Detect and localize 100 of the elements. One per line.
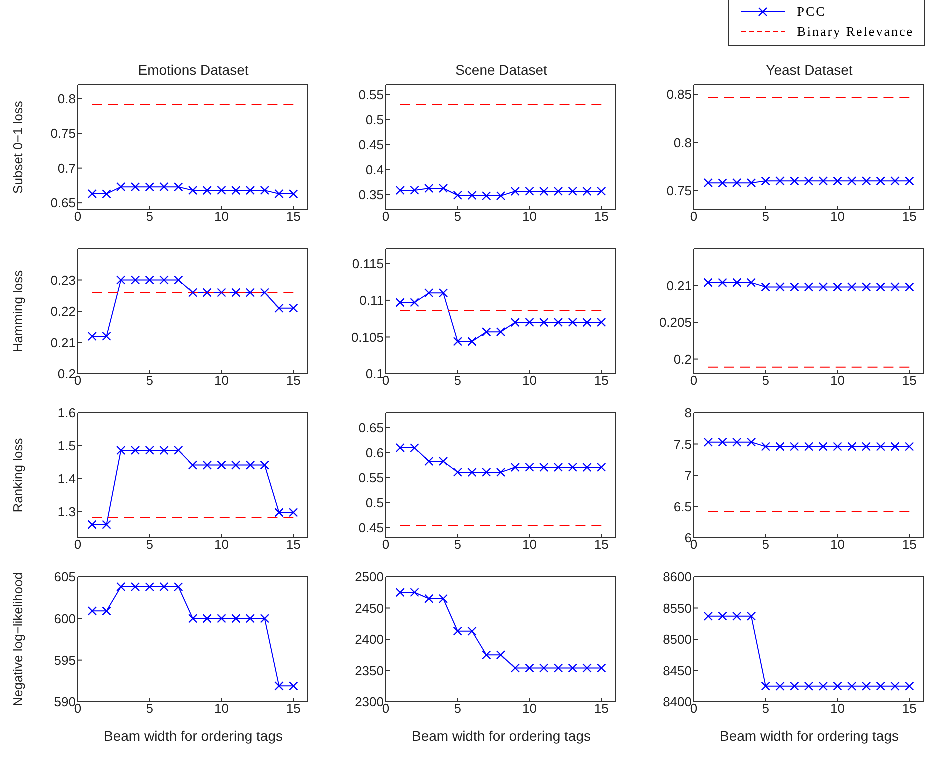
x-tick-label: 0 — [74, 701, 82, 716]
point — [145, 582, 154, 592]
point — [260, 614, 270, 624]
y-tick-label: 0.2 — [58, 366, 76, 382]
x-tick-label: 10 — [214, 373, 229, 388]
point — [260, 288, 270, 298]
y-tick-label: 0.75 — [666, 183, 692, 198]
x-tick-label: 5 — [762, 701, 770, 716]
point — [202, 614, 212, 624]
point — [289, 304, 298, 313]
point — [217, 460, 226, 470]
point — [396, 186, 405, 196]
point — [202, 288, 212, 298]
point — [145, 182, 154, 192]
y-tick-label: 0.55 — [358, 88, 384, 103]
y-tick-label: 0.5 — [366, 496, 384, 511]
point — [246, 288, 256, 298]
point — [468, 468, 477, 478]
point — [130, 276, 140, 285]
y-axis-title: Ranking loss — [10, 438, 26, 513]
point — [274, 304, 284, 313]
point — [274, 508, 284, 518]
chart-title: Emotions Dataset — [137, 62, 250, 78]
point — [102, 520, 112, 530]
point — [438, 184, 448, 194]
point — [597, 318, 606, 328]
y-tick-label: 0.85 — [666, 87, 692, 102]
y-tick-label: 0.55 — [358, 470, 384, 486]
point — [217, 186, 226, 196]
point — [453, 626, 462, 636]
x-tick-label: 0 — [690, 701, 698, 716]
x-axis-title: Beam width for ordering tags — [103, 728, 284, 744]
point — [289, 189, 298, 199]
point — [510, 318, 520, 328]
y-tick-label: 6 — [684, 530, 692, 546]
x-tick-label: 15 — [902, 537, 917, 552]
y-tick-label: 0.5 — [366, 112, 384, 128]
point — [482, 650, 492, 660]
point — [130, 182, 140, 192]
point — [102, 189, 112, 199]
point — [568, 664, 578, 673]
y-tick-label: 0.205 — [659, 315, 692, 330]
y-tick-label: 0.6 — [366, 446, 384, 461]
point — [468, 626, 477, 636]
x-tick-label: 5 — [762, 209, 770, 224]
y-tick-label: 0.8 — [58, 92, 76, 107]
x-tick-label: 5 — [146, 701, 154, 716]
point — [568, 462, 578, 472]
point — [130, 582, 140, 592]
x-tick-label: 0 — [382, 701, 390, 716]
point — [232, 186, 241, 196]
point — [102, 332, 112, 342]
point — [410, 298, 420, 308]
x-tick-label: 10 — [830, 537, 845, 552]
x-tick-label: 0 — [382, 373, 390, 388]
y-tick-label: 0.4 — [366, 162, 384, 178]
y-tick-label: 600 — [54, 611, 76, 626]
point — [540, 664, 549, 673]
point — [453, 190, 462, 200]
point — [410, 186, 420, 196]
x-tick-label: 15 — [286, 209, 301, 224]
point — [597, 186, 606, 196]
point — [424, 288, 434, 298]
point — [496, 191, 506, 201]
x-tick-label: 15 — [594, 537, 609, 552]
point — [116, 582, 126, 592]
point — [410, 588, 420, 598]
x-tick-label: 15 — [902, 209, 917, 224]
y-tick-label: 0.65 — [50, 196, 76, 211]
point — [468, 190, 477, 200]
x-tick-label: 10 — [214, 701, 229, 716]
point — [188, 614, 198, 624]
point — [102, 606, 112, 616]
x-tick-label: 15 — [286, 537, 301, 552]
point — [160, 182, 169, 192]
x-tick-label: 10 — [830, 209, 845, 224]
point — [568, 186, 578, 196]
point — [496, 650, 506, 660]
point — [396, 443, 405, 453]
point — [424, 456, 434, 466]
point — [174, 582, 184, 592]
point — [482, 191, 492, 201]
point — [232, 460, 241, 470]
x-tick-label: 0 — [690, 373, 698, 388]
y-tick-label: 590 — [54, 694, 76, 710]
x-tick-label: 15 — [594, 373, 609, 388]
y-tick-label: 8400 — [663, 694, 692, 710]
y-tick-label: 0.65 — [358, 420, 384, 436]
x-tick-label: 10 — [522, 209, 537, 224]
point — [568, 318, 578, 328]
y-tick-label: 0.45 — [358, 138, 384, 153]
y-tick-label: 8450 — [663, 663, 692, 678]
y-tick-label: 0.8 — [674, 135, 692, 150]
x-tick-label: 10 — [214, 209, 229, 224]
x-tick-label: 5 — [762, 537, 770, 552]
x-tick-label: 0 — [74, 209, 82, 224]
point — [554, 318, 564, 328]
y-tick-label: 0.115 — [352, 256, 384, 272]
point — [116, 276, 126, 285]
y-tick-label: 0.11 — [360, 293, 384, 308]
